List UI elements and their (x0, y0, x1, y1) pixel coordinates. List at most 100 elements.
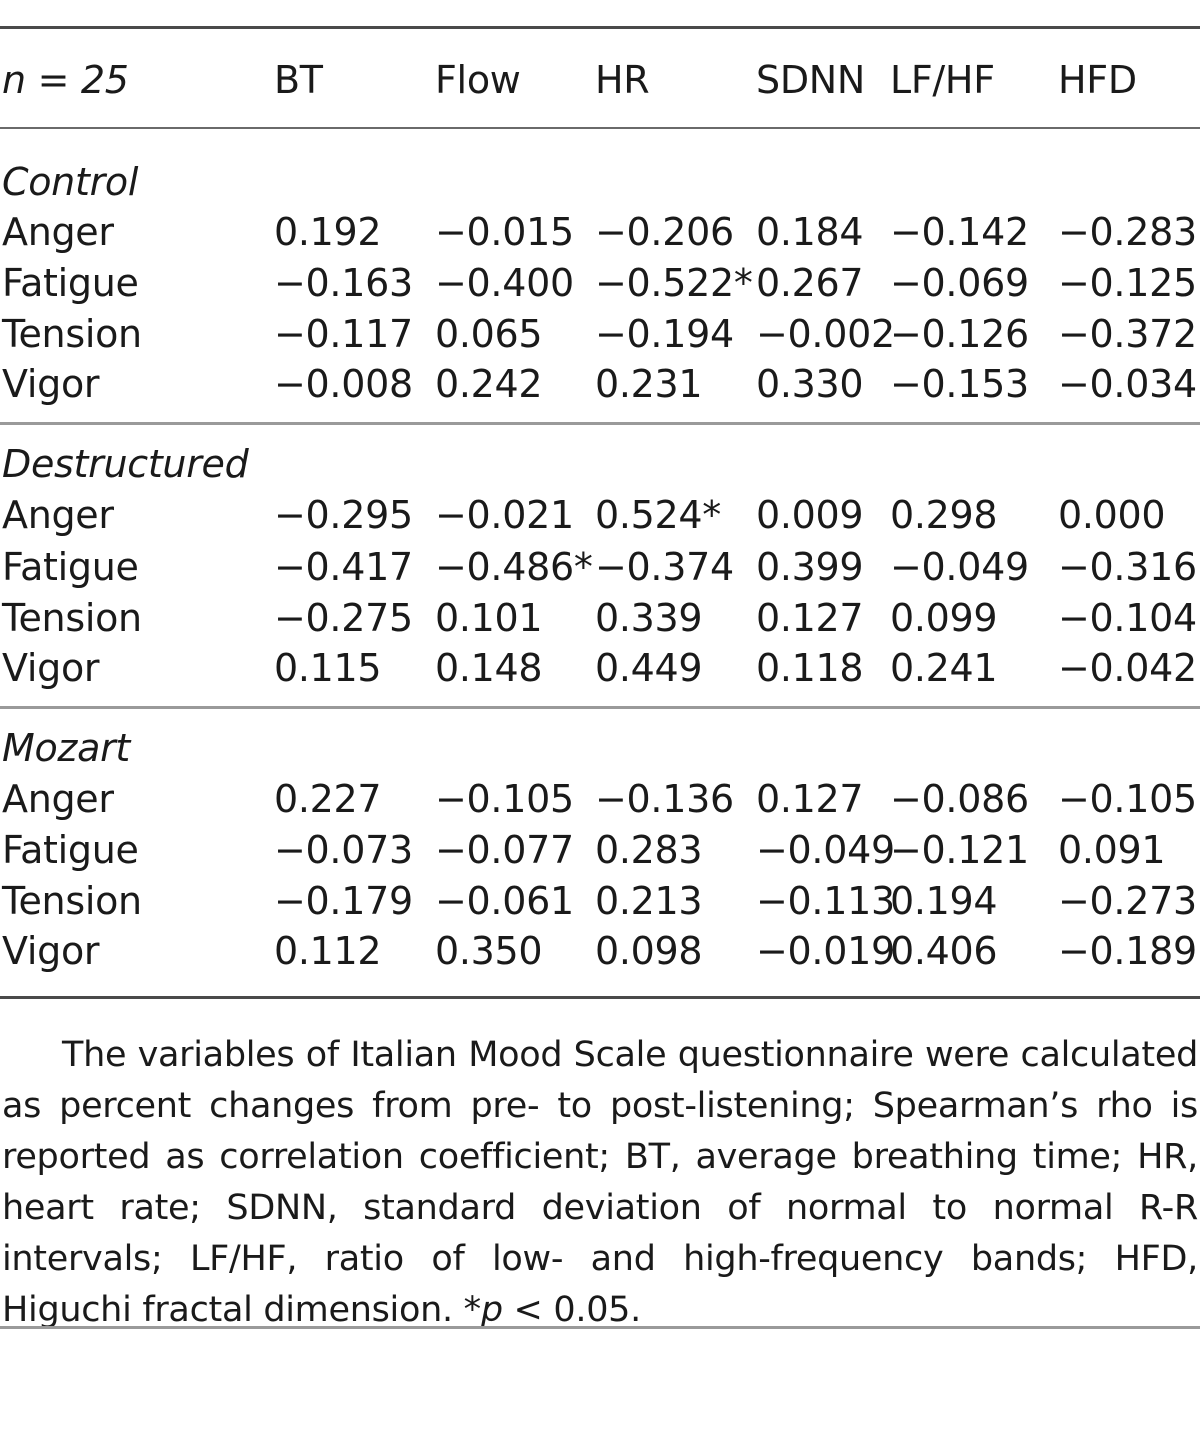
table-cell: −0.179 (274, 879, 413, 923)
footnote-threshold: < 0.05. (502, 1290, 642, 1330)
table-cell: −0.113 (756, 879, 895, 923)
row-label: Anger (2, 777, 114, 821)
table-cell: −0.275 (274, 596, 413, 640)
table-cell: 0.148 (435, 646, 543, 690)
table-cell: 0.184 (756, 210, 864, 254)
table-cell: 0.009 (756, 493, 864, 537)
table-cell: −0.417 (274, 545, 413, 589)
table-cell: −0.126 (890, 312, 1029, 356)
table-cell: 0.524* (595, 493, 721, 537)
table-cell: −0.486* (435, 545, 593, 589)
column-header-hfd: HFD (1058, 58, 1137, 102)
table-cell: 0.241 (890, 646, 998, 690)
table-cell: 0.091 (1058, 828, 1166, 872)
table-cell: 0.339 (595, 596, 703, 640)
table-cell: 0.449 (595, 646, 703, 690)
footnote-text: The variables of Italian Mood Scale ques… (2, 1035, 1198, 1330)
footnote-p-symbol: p (480, 1290, 503, 1330)
table-cell: 0.194 (890, 879, 998, 923)
table-cell: 0.298 (890, 493, 998, 537)
table-cell: −0.206 (595, 210, 734, 254)
group-label: Destructured (2, 442, 249, 486)
row-label: Anger (2, 493, 114, 537)
row-label: Fatigue (2, 545, 139, 589)
table-cell: −0.019 (756, 929, 895, 973)
table-cell: 0.065 (435, 312, 543, 356)
table-cell: 0.099 (890, 596, 998, 640)
column-header-flow: Flow (435, 58, 521, 102)
table-cell: 0.330 (756, 362, 864, 406)
group-divider (0, 706, 1200, 709)
table-top-rule (0, 26, 1200, 29)
table-cell: −0.295 (274, 493, 413, 537)
row-label: Fatigue (2, 828, 139, 872)
table-cell: −0.015 (435, 210, 574, 254)
table-footnote: The variables of Italian Mood Scale ques… (2, 1030, 1198, 1336)
group-label: Control (2, 160, 139, 204)
group-label: Mozart (2, 726, 130, 770)
group-divider (0, 422, 1200, 425)
table-cell: −0.105 (435, 777, 574, 821)
table-cell: −0.142 (890, 210, 1029, 254)
table-cell: −0.283 (1058, 210, 1197, 254)
table-cell: 0.213 (595, 879, 703, 923)
table-cell: −0.104 (1058, 596, 1197, 640)
sample-size-header: n = 25 (2, 58, 129, 102)
table-cell: 0.098 (595, 929, 703, 973)
table-cell: −0.316 (1058, 545, 1197, 589)
table-cell: −0.086 (890, 777, 1029, 821)
table-cell: −0.522* (595, 261, 753, 305)
table-cell: 0.227 (274, 777, 382, 821)
table-cell: 0.406 (890, 929, 998, 973)
table-cell: −0.374 (595, 545, 734, 589)
table-cell: 0.231 (595, 362, 703, 406)
table-cell: −0.153 (890, 362, 1029, 406)
table-cell: −0.077 (435, 828, 574, 872)
table-cell: 0.000 (1058, 493, 1166, 537)
table-cell: 0.242 (435, 362, 543, 406)
table-cell: −0.002 (756, 312, 895, 356)
table-cell: −0.034 (1058, 362, 1197, 406)
row-label: Vigor (2, 646, 100, 690)
row-label: Fatigue (2, 261, 139, 305)
table-cell: 0.192 (274, 210, 382, 254)
table-cell: 0.399 (756, 545, 864, 589)
row-label: Vigor (2, 929, 100, 973)
table-cell: −0.073 (274, 828, 413, 872)
table-cell: 0.127 (756, 596, 864, 640)
table-cell: −0.273 (1058, 879, 1197, 923)
table-cell: −0.372 (1058, 312, 1197, 356)
column-header-lf-hf: LF/HF (890, 58, 995, 102)
column-header-sdnn: SDNN (756, 58, 866, 102)
table-cell: −0.049 (890, 545, 1029, 589)
table-cell: −0.121 (890, 828, 1029, 872)
table-cell: −0.125 (1058, 261, 1197, 305)
table-cell: −0.163 (274, 261, 413, 305)
table-cell: 0.115 (274, 646, 382, 690)
table-cell: −0.189 (1058, 929, 1197, 973)
header-bottom-rule (0, 127, 1200, 129)
table-cell: 0.127 (756, 777, 864, 821)
table-cell: −0.008 (274, 362, 413, 406)
table-cell: 0.267 (756, 261, 864, 305)
table-cell: 0.112 (274, 929, 382, 973)
table-cell: 0.283 (595, 828, 703, 872)
row-label: Vigor (2, 362, 100, 406)
table-cell: −0.049 (756, 828, 895, 872)
table-cell: −0.042 (1058, 646, 1197, 690)
table-cell: 0.118 (756, 646, 864, 690)
row-label: Tension (2, 879, 142, 923)
table-cell: −0.069 (890, 261, 1029, 305)
table-cell: −0.061 (435, 879, 574, 923)
table-cell: −0.400 (435, 261, 574, 305)
table-cell: −0.194 (595, 312, 734, 356)
row-label: Anger (2, 210, 114, 254)
table-cell: −0.136 (595, 777, 734, 821)
column-header-hr: HR (595, 58, 650, 102)
table-cell: −0.117 (274, 312, 413, 356)
table-cell: −0.105 (1058, 777, 1197, 821)
table-cell: −0.021 (435, 493, 574, 537)
column-header-bt: BT (274, 58, 323, 102)
footnote-bottom-rule (0, 1326, 1200, 1329)
